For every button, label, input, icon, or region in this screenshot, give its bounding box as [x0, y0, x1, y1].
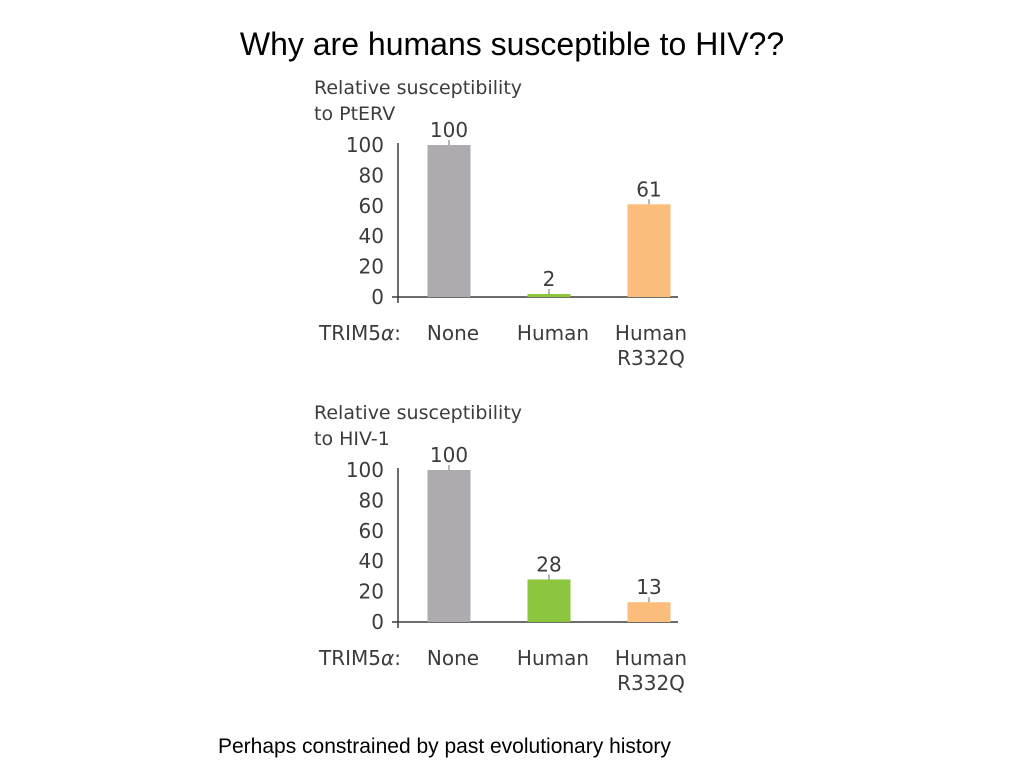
y-tick-label: 20: [359, 580, 384, 604]
data-label: 61: [636, 177, 661, 201]
x-axis-label: TRIM5α:: [318, 646, 401, 670]
data-label: 100: [430, 118, 468, 142]
slide-footer: Perhaps constrained by past evolutionary…: [218, 735, 671, 758]
data-label: 28: [536, 552, 561, 576]
category-label: Human: [517, 646, 589, 670]
pterv-susceptibility-chart: Relative susceptibility to PtERV 0 20 40 60 80…: [314, 77, 687, 370]
bar: [427, 145, 471, 297]
bar: [627, 602, 671, 622]
y-axis-label: to PtERV: [314, 103, 395, 125]
data-label: 2: [543, 267, 556, 291]
data-label: 100: [430, 443, 468, 467]
bar: [627, 204, 671, 297]
bar: [527, 579, 571, 622]
y-tick-label: 100: [346, 133, 384, 157]
category-label: Human: [615, 646, 687, 670]
y-tick-label: 60: [359, 194, 384, 218]
y-tick-label: 40: [359, 549, 384, 573]
category-label: Human: [517, 321, 589, 345]
y-tick-label: 40: [359, 224, 384, 248]
bar: [527, 293, 571, 297]
y-tick-label: 80: [359, 163, 384, 187]
category-label: R332Q: [617, 671, 685, 695]
hiv1-susceptibility-chart: Relative susceptibility to HIV-1 0 20 40 60 80…: [314, 402, 687, 695]
y-axis-label: Relative susceptibility: [314, 77, 522, 99]
category-label: None: [427, 321, 479, 345]
category-label: None: [427, 646, 479, 670]
category-label: R332Q: [617, 346, 685, 370]
data-label: 13: [636, 575, 661, 599]
slide-title: Why are humans susceptible to HIV??: [239, 26, 785, 62]
y-axis-label: Relative susceptibility: [314, 402, 522, 424]
y-tick-label: 0: [371, 285, 384, 309]
y-tick-label: 20: [359, 255, 384, 279]
x-axis-label: TRIM5α:: [318, 321, 401, 345]
category-label: Human: [615, 321, 687, 345]
y-tick-label: 0: [371, 610, 384, 634]
y-axis-label: to HIV-1: [314, 428, 390, 450]
y-tick-label: 80: [359, 488, 384, 512]
bar: [427, 470, 471, 622]
y-tick-label: 100: [346, 458, 384, 482]
y-tick-label: 60: [359, 519, 384, 543]
